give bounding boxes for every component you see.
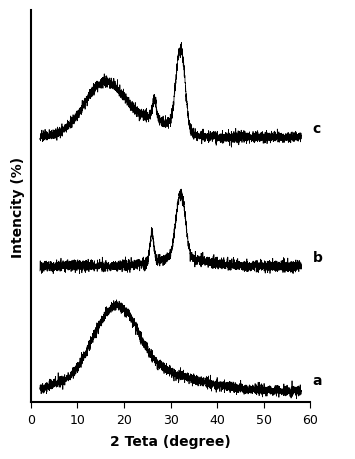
Text: c: c (313, 121, 321, 135)
X-axis label: 2 Teta (degree): 2 Teta (degree) (110, 434, 231, 448)
Text: b: b (313, 251, 323, 264)
Y-axis label: Intencity (%): Intencity (%) (11, 156, 25, 257)
Text: a: a (313, 373, 322, 387)
